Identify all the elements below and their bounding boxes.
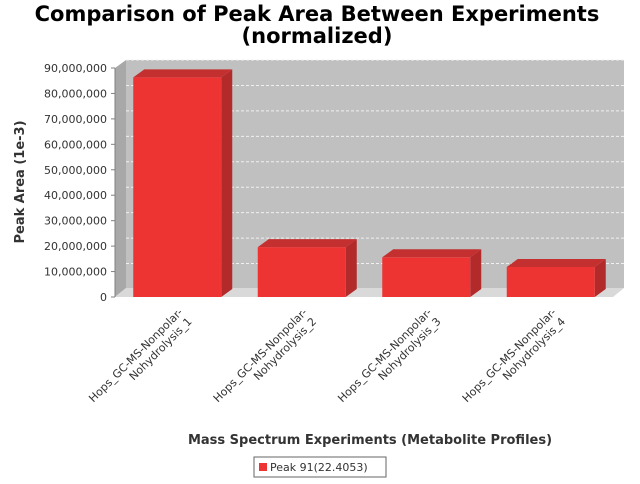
y-tick-label: 30,000,000 xyxy=(44,215,107,228)
bar-top xyxy=(506,258,606,267)
y-tick-label: 40,000,000 xyxy=(44,189,107,202)
bar-front xyxy=(382,257,471,297)
x-category-label-4: Hops_GC-MS-Nonpolar-Nohydrolysis_4 xyxy=(460,306,568,414)
y-tick-label: 50,000,000 xyxy=(44,164,107,177)
y-axis-label: Peak Area (1e-3) xyxy=(13,120,28,243)
bar-side xyxy=(594,258,606,297)
plot-wall-back xyxy=(126,60,624,288)
plot-floor xyxy=(115,288,624,297)
bar-top xyxy=(133,69,233,78)
bars xyxy=(133,69,606,297)
legend-label-peak: Peak 91(22.4053) xyxy=(270,461,368,474)
y-tick-label: 0 xyxy=(100,291,107,304)
bar-3 xyxy=(382,249,482,297)
chart-title-line-2: (normalized) xyxy=(242,24,393,48)
x-category-label-3: Hops_GC-MS-Nonpolar-Nohydrolysis_3 xyxy=(335,306,443,414)
bar-front xyxy=(506,266,595,297)
x-axis-category-labels: Hops_GC-MS-Nonpolar-Nohydrolysis_1 Hops_G… xyxy=(86,306,568,414)
legend-box xyxy=(253,456,387,478)
y-tick-label: 90,000,000 xyxy=(44,62,107,75)
x-category-label-line: Hops_GC-MS-Nonpolar- xyxy=(86,306,185,405)
x-axis-label: Mass Spectrum Experiments (Metabolite Pr… xyxy=(188,433,552,448)
y-tick-label: 10,000,000 xyxy=(44,266,107,279)
bar-side xyxy=(221,69,233,297)
bar-top xyxy=(382,249,482,258)
legend: Peak 91(22.4053) xyxy=(253,456,387,478)
x-category-label-line: Hops_GC-MS-Nonpolar- xyxy=(335,306,434,405)
y-tick-label: 20,000,000 xyxy=(44,240,107,253)
y-tick-label: 60,000,000 xyxy=(44,138,107,151)
chart-title-line-1: Comparison of Peak Area Between Experime… xyxy=(35,2,600,26)
bar-front xyxy=(133,77,222,297)
y-tick-label: 70,000,000 xyxy=(44,113,107,126)
x-category-label-1: Hops_GC-MS-Nonpolar-Nohydrolysis_1 xyxy=(86,306,194,414)
y-axis-ticks: 0 10,000,000 20,000,000 30,000,000 40,000,00… xyxy=(44,62,115,304)
bar-4 xyxy=(506,258,606,297)
bar-side xyxy=(470,249,482,297)
bar-side xyxy=(345,239,357,297)
bar-front xyxy=(257,247,346,297)
bar-1 xyxy=(133,69,233,297)
legend-swatch-peak xyxy=(259,463,267,471)
x-category-label-2: Hops_GC-MS-Nonpolar-Nohydrolysis_2 xyxy=(211,306,319,414)
plot-wall-left xyxy=(115,60,126,297)
x-category-label-line: Hops_GC-MS-Nonpolar- xyxy=(211,306,310,405)
bar-2 xyxy=(257,239,357,297)
bar-top xyxy=(257,239,357,248)
x-category-label-line: Hops_GC-MS-Nonpolar- xyxy=(460,306,559,405)
y-tick-label: 80,000,000 xyxy=(44,87,107,100)
